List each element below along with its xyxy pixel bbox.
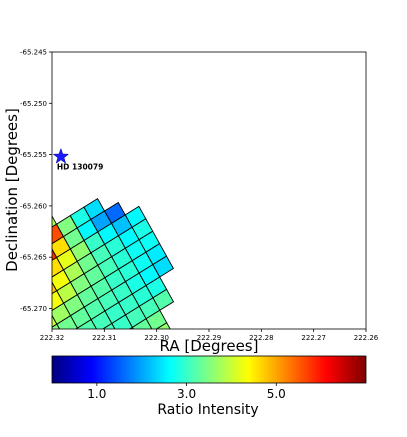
heatmap-cell (0, 325, 9, 346)
heatmap-cell (0, 346, 2, 367)
heatmap-cell (52, 323, 60, 329)
heatmap-cell (0, 358, 9, 379)
heatmap-cell (16, 341, 37, 362)
y-tick-label: -65.270 (20, 305, 47, 313)
heatmap-cell (111, 314, 134, 329)
heatmap-cell (29, 233, 50, 254)
heatmap-cell (30, 399, 51, 420)
heatmap-cell (29, 266, 50, 287)
y-axis-title: Declination [Degrees] (3, 108, 21, 272)
star-icon (52, 147, 70, 164)
heatmap-cell (2, 383, 23, 404)
heatmap-cell (50, 403, 71, 424)
heatmap-cell (2, 316, 23, 337)
heatmap-cell (0, 404, 16, 425)
y-tick-label: -65.265 (20, 254, 47, 262)
heatmap-cell (30, 366, 51, 387)
colorbar-title: Ratio Intensity (157, 402, 258, 418)
heatmap-cell (52, 314, 58, 328)
heatmap-cell (145, 309, 168, 329)
x-tick-label: 222.28 (249, 334, 274, 342)
x-tick-label: 222.32 (40, 334, 65, 342)
x-tick-label: 222.27 (301, 334, 326, 342)
heatmap-cell (0, 371, 16, 392)
heatmap-cell (56, 315, 79, 329)
colorbar (51, 355, 367, 384)
x-tick-label: 222.31 (92, 334, 117, 342)
x-axis-title: RA [Degrees] (160, 337, 259, 355)
heatmap-cell (128, 326, 134, 329)
y-tick-label: -65.250 (20, 100, 47, 108)
heatmap-cell (16, 275, 37, 296)
heatmap-cell (52, 281, 58, 295)
heatmap-cell (52, 248, 58, 261)
heatmap-cell (52, 256, 65, 278)
y-axis-ticks: -65.245 -65.250 -65.255 -65.260 -65.265 -65.2… (20, 49, 52, 313)
heatmap-cell (43, 391, 64, 412)
heatmap-cell (52, 223, 65, 245)
heatmap-cell (0, 337, 16, 358)
star-annotation: HD 130079 (52, 147, 103, 172)
colorbar-tick-label: 3.0 (177, 387, 196, 401)
colorbar-tick-label: 5.0 (267, 387, 286, 401)
y-tick-label: -65.245 (20, 49, 47, 57)
colorbar-tick-label: 1.0 (87, 387, 106, 401)
heatmap-cell (2, 283, 23, 304)
heatmap-cell (16, 408, 37, 429)
heatmap-cell (64, 395, 85, 416)
heatmap-cell (0, 379, 2, 400)
y-tick-label: -65.255 (20, 151, 47, 159)
heatmap-cell (9, 396, 30, 417)
heatmap-cell (0, 392, 9, 413)
x-tick-label: 222.26 (354, 334, 379, 342)
y-tick-label: -65.260 (20, 202, 47, 210)
heatmap-cell (22, 220, 43, 241)
heatmap-cell (90, 310, 113, 329)
heatmap-cell (57, 382, 78, 403)
heatmap-cell (52, 290, 65, 312)
heatmap-cell (112, 382, 133, 403)
heatmap-cell (75, 327, 79, 329)
x-tick-label: 222.30 (144, 334, 169, 342)
heatmap-cell (155, 322, 171, 329)
heatmap-cell (23, 387, 44, 408)
heatmap-cell (9, 362, 30, 383)
heatmap-cell (2, 350, 23, 371)
heatmap-cell (16, 375, 37, 396)
empty-cell (0, 213, 2, 234)
heatmap-cell (9, 329, 30, 350)
heatmap-cell (0, 304, 16, 325)
heatmap-cell (52, 215, 58, 228)
heatmap-cell (131, 318, 153, 329)
heatmap-cell (102, 322, 116, 329)
colorbar-ticks: 1.0 3.0 5.0 (87, 383, 286, 401)
x-tick-label: 222.29 (197, 334, 222, 342)
heatmap-cells (0, 197, 175, 429)
x-axis-ticks: 222.32 222.31 222.30 222.29 222.28 222.27 222.… (40, 329, 379, 342)
star-label: HD 130079 (57, 163, 103, 172)
heatmap-cell (76, 318, 97, 329)
heatmap-cell (23, 354, 44, 375)
